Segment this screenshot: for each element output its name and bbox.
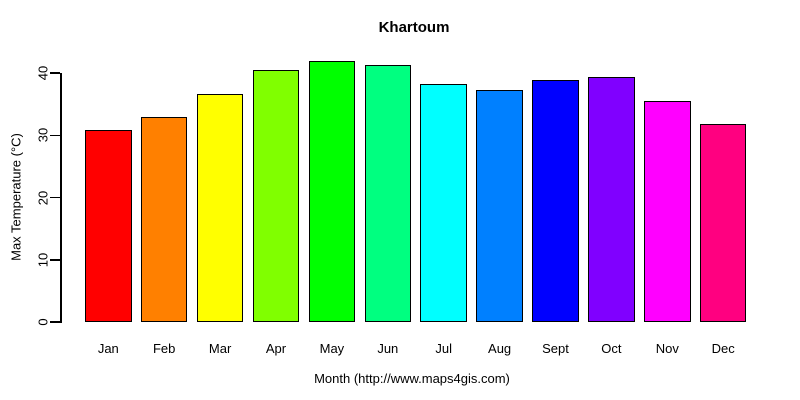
y-tick-mark <box>50 259 60 261</box>
bar-feb <box>140 117 188 322</box>
x-category-label: Jun <box>377 341 399 356</box>
x-category-label: Apr <box>265 341 287 356</box>
y-axis-title: Max Temperature (°C) <box>8 133 24 261</box>
x-axis-title: Month (http://www.maps4gis.com) <box>314 371 510 386</box>
x-category-label: Oct <box>601 341 622 356</box>
y-tick-mark <box>50 321 60 323</box>
x-category-label: May <box>319 341 345 356</box>
bar-aug <box>476 89 523 322</box>
x-category-label: Aug <box>488 341 512 356</box>
y-tick-label: 40 <box>35 65 51 81</box>
bar-sept <box>532 80 579 322</box>
x-category-label: Mar <box>208 341 232 356</box>
bar-apr <box>252 70 300 322</box>
bar-mar <box>196 94 244 322</box>
x-category-label: Dec <box>711 341 735 356</box>
bar-oct <box>588 76 635 322</box>
y-axis-line <box>60 73 62 323</box>
x-category-label: Jul <box>435 341 452 356</box>
x-category-label: Nov <box>655 341 679 356</box>
bar-jul <box>420 83 467 322</box>
x-category-label: Sept <box>542 341 569 356</box>
x-category-label: Feb <box>152 341 176 356</box>
y-tick-mark <box>50 196 60 199</box>
bar-jan <box>85 130 132 322</box>
y-tick-label: 0 <box>35 318 51 326</box>
y-tick-label: 20 <box>35 190 51 205</box>
bar-jun <box>364 65 412 322</box>
y-tick-label: 30 <box>35 128 51 143</box>
bar-nov <box>644 100 691 322</box>
x-category-label: Jan <box>97 341 119 356</box>
bar-dec <box>699 124 747 322</box>
chart-title: Khartoum <box>378 19 450 36</box>
y-tick-label: 10 <box>35 252 51 268</box>
bar-may <box>308 60 356 322</box>
y-tick-mark <box>50 72 60 74</box>
y-tick-mark <box>50 134 60 137</box>
